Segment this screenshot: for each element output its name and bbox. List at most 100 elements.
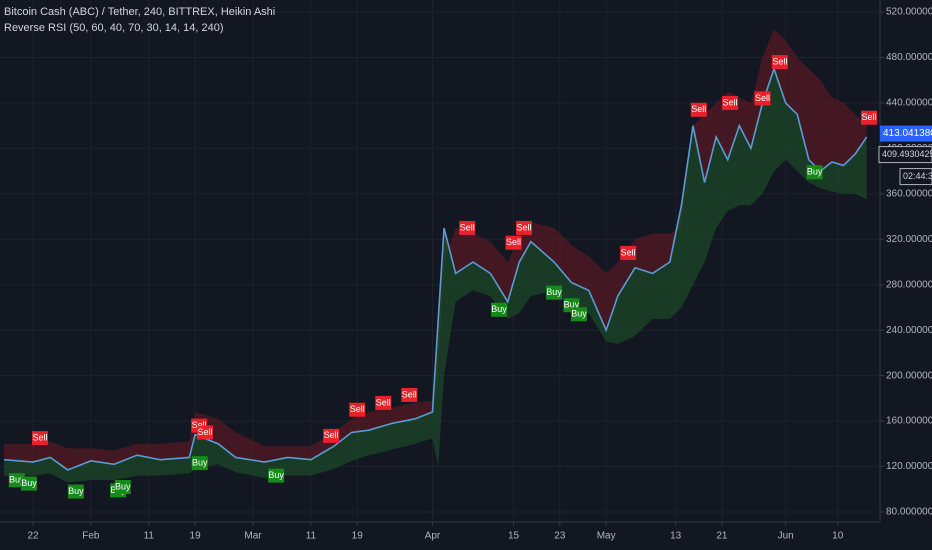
signal-marker	[114, 480, 131, 495]
indicator-label: Reverse RSI (50, 60, 40, 70, 30, 14, 14,…	[4, 22, 224, 34]
signal-marker	[570, 307, 587, 322]
y-tick-label: 480.00000000	[886, 52, 932, 63]
signal-marker	[191, 456, 208, 471]
signal: Sell	[196, 425, 213, 440]
signal-marker	[196, 425, 213, 440]
signal-marker	[620, 245, 637, 260]
x-tick-label: Feb	[82, 531, 100, 542]
signal: Sell	[690, 102, 707, 117]
signal: Buy	[191, 456, 208, 471]
last-price-label: 413.04138000	[883, 128, 932, 139]
x-tick-label: Apr	[425, 531, 441, 542]
signal-marker	[349, 402, 366, 417]
signal-label: Sell	[324, 430, 339, 440]
signal: Buy	[806, 165, 823, 180]
signal-marker	[690, 102, 707, 117]
signal-marker	[754, 91, 771, 106]
signal-label: Buy	[564, 300, 580, 310]
signal-label: Sell	[621, 247, 636, 257]
signal: Sell	[505, 235, 522, 250]
signal-marker	[546, 285, 563, 300]
info-box	[878, 146, 932, 164]
signal: Sell	[620, 245, 637, 260]
signal: Sell	[861, 110, 877, 125]
signal-label: Sell	[402, 389, 417, 399]
signal-label: Sell	[516, 222, 531, 232]
signal-label: Sell	[460, 222, 475, 232]
signal-marker	[515, 220, 532, 235]
signal: Buy	[8, 473, 25, 488]
signal-marker	[268, 468, 285, 483]
signal: Sell	[323, 428, 340, 443]
signal-label: Sell	[691, 104, 706, 114]
y-tick-label: 160.00000000	[886, 416, 932, 427]
chart-title: Bitcoin Cash (ABC) / Tether, 240, BITTRE…	[4, 6, 275, 18]
signal-label: Buy	[192, 458, 208, 468]
signal-label: Buy	[546, 287, 562, 297]
signal-label: Sell	[192, 420, 207, 430]
x-tick-label: 11	[144, 531, 155, 542]
y-tick-label: 360.00000000	[886, 188, 932, 199]
x-tick-label: 23	[554, 531, 566, 542]
signal: Sell	[459, 220, 476, 235]
x-tick-label: 10	[832, 531, 844, 542]
signal-label: Buy	[268, 470, 284, 480]
signal: Buy	[20, 476, 37, 491]
signal-marker	[323, 428, 340, 443]
signal-marker	[491, 302, 508, 317]
info-label: 02:44:30	[903, 171, 932, 181]
signal: Buy	[114, 480, 131, 495]
y-tick-label: 440.00000000	[886, 98, 932, 109]
signal-label: Sell	[376, 397, 391, 407]
signal-label: Sell	[723, 97, 738, 107]
x-tick-label: 19	[190, 531, 202, 542]
x-tick-label: Jun	[778, 531, 794, 542]
signal: Sell	[31, 431, 48, 446]
x-tick-label: 11	[306, 531, 317, 542]
signal-marker	[20, 476, 37, 491]
signal-label: Sell	[32, 433, 47, 443]
signal: Sell	[375, 395, 392, 410]
signal-label: Sell	[350, 404, 365, 414]
x-tick-label: 15	[508, 531, 520, 542]
signal: Sell	[722, 95, 739, 110]
signal-label: Buy	[68, 486, 84, 496]
y-tick-label: 520.00000000	[886, 7, 932, 18]
signal-label: Sell	[197, 427, 212, 437]
signal-marker	[861, 110, 877, 125]
signal: Buy	[268, 468, 285, 483]
signal: Sell	[349, 402, 366, 417]
signal-label: Sell	[772, 56, 787, 66]
signal: Buy	[570, 307, 587, 322]
y-tick-label: 200.00000000	[886, 370, 932, 381]
info-label: 409.49304250	[882, 149, 932, 159]
signal: Buy	[491, 302, 508, 317]
signal: Sell	[771, 55, 788, 70]
signal-marker	[459, 220, 476, 235]
signal-marker	[771, 55, 788, 70]
signal: Sell	[401, 387, 418, 402]
signal-marker	[375, 395, 392, 410]
x-tick-label: 21	[716, 531, 728, 542]
signal-marker	[806, 165, 823, 180]
signal-marker	[401, 387, 418, 402]
x-tick-label: May	[597, 531, 616, 542]
signal-label: Buy	[807, 167, 823, 177]
signal-marker	[505, 235, 522, 250]
signal: Sell	[754, 91, 771, 106]
info-box	[899, 168, 932, 186]
y-tick-label: 80.00000000	[886, 507, 932, 518]
y-tick-label: 320.00000000	[886, 234, 932, 245]
signal-label: Sell	[506, 237, 521, 247]
signal-label: Buy	[21, 478, 37, 488]
x-tick-label: 13	[670, 531, 682, 542]
y-tick-label: 120.00000000	[886, 461, 932, 472]
signal-label: Sell	[755, 93, 770, 103]
signal-label: Buy	[571, 309, 587, 319]
signal-label: Buy	[9, 475, 25, 485]
y-tick-label: 240.00000000	[886, 325, 932, 336]
signal-label: Buy	[115, 481, 131, 491]
last-price-box	[880, 125, 932, 142]
